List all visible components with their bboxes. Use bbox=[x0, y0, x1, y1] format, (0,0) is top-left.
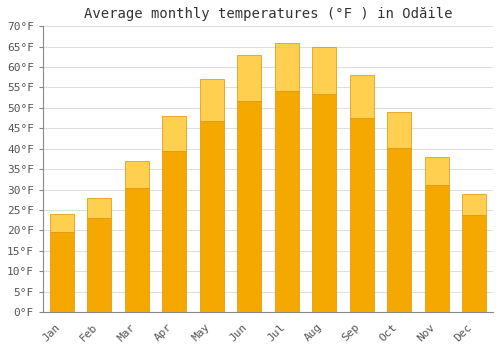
Bar bbox=[50, 232, 74, 312]
Bar bbox=[237, 55, 262, 101]
Bar bbox=[274, 91, 299, 312]
Bar bbox=[462, 215, 486, 312]
Bar bbox=[350, 75, 374, 118]
Bar bbox=[87, 218, 112, 312]
Bar bbox=[124, 161, 149, 188]
Bar bbox=[387, 148, 411, 312]
Bar bbox=[350, 118, 374, 312]
Bar bbox=[200, 79, 224, 121]
Bar bbox=[387, 112, 411, 148]
Bar bbox=[274, 43, 299, 91]
Bar bbox=[312, 94, 336, 312]
Bar bbox=[87, 198, 112, 218]
Bar bbox=[124, 188, 149, 312]
Bar bbox=[424, 185, 449, 312]
Title: Average monthly temperatures (°F ) in Odăile: Average monthly temperatures (°F ) in Od… bbox=[84, 7, 452, 21]
Bar bbox=[462, 194, 486, 215]
Bar bbox=[200, 121, 224, 312]
Bar bbox=[162, 116, 186, 151]
Bar bbox=[50, 214, 74, 232]
Bar bbox=[312, 47, 336, 94]
Bar bbox=[424, 157, 449, 185]
Bar bbox=[237, 101, 262, 312]
Bar bbox=[162, 151, 186, 312]
